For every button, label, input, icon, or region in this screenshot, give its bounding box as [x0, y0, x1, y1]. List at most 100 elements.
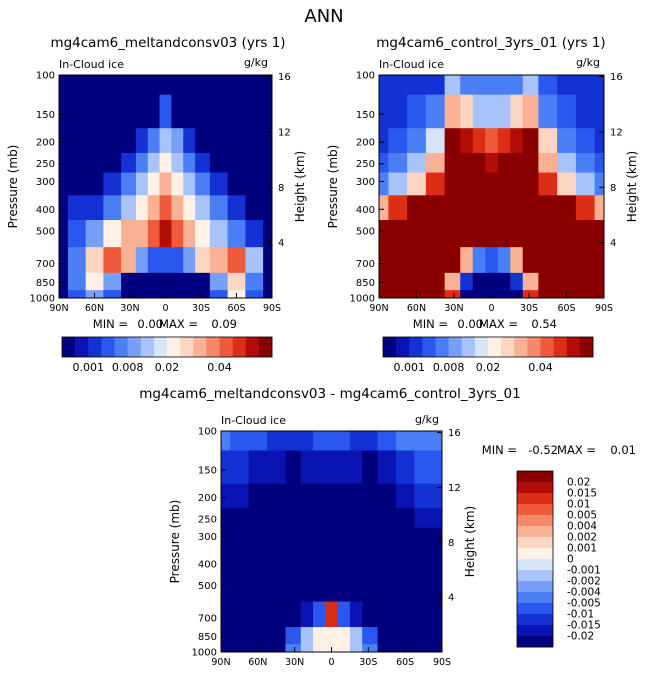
colorbar-swatch — [517, 592, 553, 604]
height-tick-label: 12 — [278, 127, 291, 138]
heatmap-cell — [221, 627, 231, 645]
heatmap-cell — [267, 508, 286, 529]
colorbar-swatch — [517, 570, 553, 582]
colorbar-label: 0.008 — [433, 361, 465, 374]
heatmap-cell — [510, 94, 524, 129]
heatmap-cell — [472, 290, 486, 299]
y-tick-label: 850 — [356, 278, 375, 289]
colorbar-swatch — [517, 504, 553, 516]
heatmap-cell — [209, 272, 229, 291]
y-tick-label: 200 — [36, 138, 55, 149]
colorbar-swatch — [153, 337, 168, 357]
heatmap-cell — [337, 601, 351, 628]
heatmap-cell — [209, 128, 229, 154]
heatmap-cell — [472, 172, 486, 196]
heatmap-cell — [230, 627, 250, 645]
heatmap-cell — [85, 195, 104, 221]
heatmap-cell — [377, 601, 397, 628]
panel-2-axes: 100 150 200 250 300 400 500 700 850 1000 16 12 8 4 90N… — [326, 71, 639, 315]
colorbar-swatch — [517, 625, 553, 637]
heatmap-cell — [195, 290, 211, 299]
heatmap-cell — [171, 75, 184, 96]
panel-3-plot — [221, 431, 443, 653]
heatmap-cell — [171, 247, 184, 274]
heatmap-cell — [267, 550, 286, 576]
heatmap-cell — [227, 152, 246, 173]
heatmap-cell — [183, 247, 196, 274]
heatmap-cell — [209, 195, 229, 221]
heatmap-cell — [171, 172, 184, 196]
heatmap-cell — [522, 75, 539, 96]
heatmap-cell — [337, 627, 351, 645]
x-tick-label: 60N — [248, 657, 267, 668]
heatmap-cell — [195, 152, 211, 173]
heatmap-cell — [267, 627, 286, 645]
heatmap-cell — [432, 627, 443, 645]
y-tick-label: 500 — [356, 226, 375, 237]
heatmap-cell — [522, 128, 539, 154]
heatmap-cell — [444, 195, 461, 221]
heatmap-cell — [379, 94, 389, 129]
heatmap-cell — [522, 220, 539, 248]
heatmap-cell — [230, 527, 250, 551]
heatmap-cell — [209, 220, 229, 248]
heatmap-cell — [460, 220, 474, 248]
colorbar-swatch — [140, 337, 155, 357]
colorbar-label: 0.04 — [207, 361, 232, 374]
heatmap-cell — [379, 75, 389, 96]
heatmap-cell — [147, 75, 160, 96]
heatmap-cell — [575, 272, 596, 291]
heatmap-cell — [575, 172, 596, 196]
heatmap-cell — [432, 550, 443, 576]
heatmap-cell — [594, 220, 605, 248]
heatmap-cell — [159, 272, 172, 291]
y-tick-label: 200 — [198, 493, 217, 504]
heatmap-cell — [510, 247, 524, 274]
x-tick-label: 90S — [433, 657, 451, 668]
heatmap-cell — [377, 644, 397, 653]
heatmap-cell — [522, 94, 539, 129]
heatmap-cell — [85, 94, 104, 129]
heatmap-cell — [227, 94, 246, 129]
heatmap-cell — [349, 431, 363, 451]
heatmap-cell — [337, 644, 351, 653]
x-tick-label: 90S — [595, 303, 613, 314]
colorbar-label: -0.002 — [567, 576, 601, 588]
heatmap-cell — [103, 75, 122, 96]
heatmap-cell — [263, 247, 273, 274]
heatmap-cell — [395, 601, 415, 628]
heatmap-cell — [263, 290, 273, 299]
heatmap-cell — [230, 574, 250, 603]
x-tick-label: 90N — [49, 303, 68, 314]
heatmap-cell — [407, 152, 427, 173]
y-tick-label: 400 — [356, 205, 375, 216]
colorbar-swatch — [435, 337, 449, 357]
heatmap-cell — [85, 128, 104, 154]
heatmap-cell — [485, 247, 499, 274]
colorbar-label: -0.01 — [567, 609, 594, 621]
heatmap-cell — [267, 450, 286, 485]
colorbar-swatch — [448, 337, 463, 357]
heatmap-cell — [171, 272, 184, 291]
heatmap-cell — [227, 247, 246, 274]
heatmap-cell — [362, 527, 378, 551]
colorbar-swatch — [540, 337, 554, 357]
heatmap-cell — [245, 75, 264, 96]
heatmap-cell — [538, 94, 558, 129]
heatmap-cell — [395, 550, 415, 576]
heatmap-cell — [59, 172, 69, 196]
heatmap-cell — [103, 247, 122, 274]
colorbar-swatch — [517, 526, 553, 538]
heatmap-cell — [227, 75, 246, 96]
heatmap-cell — [485, 195, 499, 221]
heatmap-cell — [183, 220, 196, 248]
heatmap-cell — [497, 128, 511, 154]
heatmap-cell — [147, 128, 160, 154]
colorbar-swatch — [219, 337, 233, 357]
colorbar-label: 0.01 — [567, 499, 590, 511]
heatmap-cell — [227, 128, 246, 154]
heatmap-cell — [575, 220, 596, 248]
panel-3: mg4cam6_meltandconsv03 - mg4cam6_control… — [139, 386, 636, 668]
panel-3-min-label: MIN = — [482, 443, 517, 457]
